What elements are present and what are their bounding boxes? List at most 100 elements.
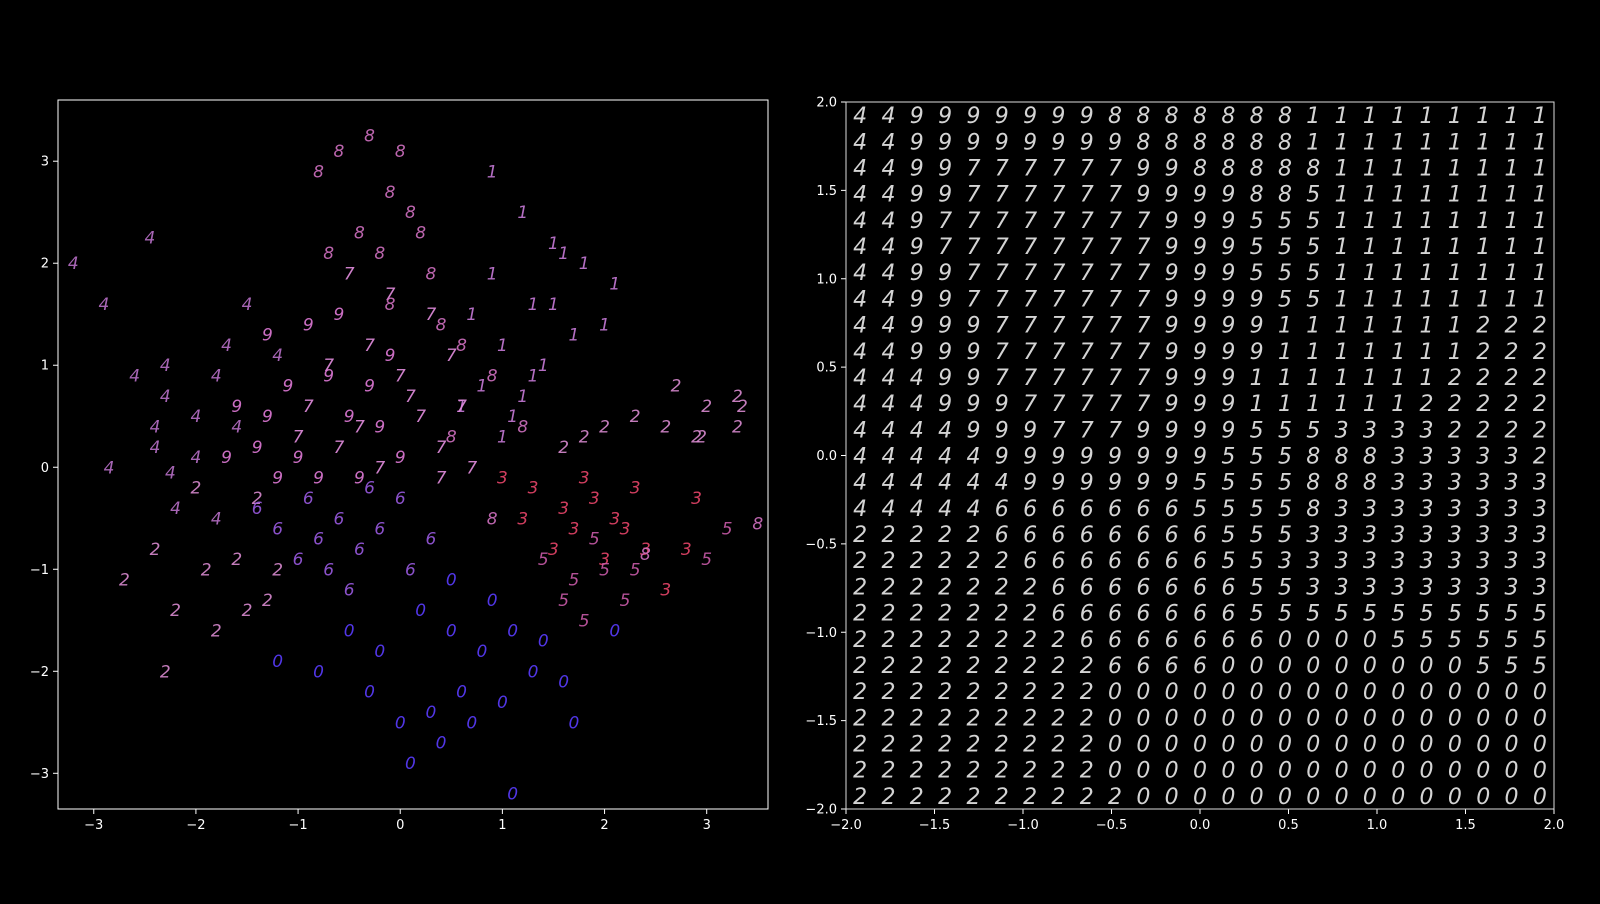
decoded-digit-cell: 3 <box>1391 549 1405 574</box>
decoded-digit-cell: 4 <box>881 130 895 155</box>
decoded-digit-cell: 7 <box>1136 287 1150 312</box>
decoded-digit-cell: 9 <box>1165 235 1179 260</box>
decoded-digit-cell: 1 <box>1420 261 1434 286</box>
decoded-digit-cell: 4 <box>881 418 895 443</box>
decoded-digit-cell: 1 <box>1533 261 1547 286</box>
digit-point-6: 6 <box>425 530 436 550</box>
decoded-digit-cell: 2 <box>910 680 924 705</box>
decoded-digit-cell: 3 <box>1533 549 1547 574</box>
decoded-digit-cell: 7 <box>1080 392 1094 417</box>
grid-ytick-label: −0.5 <box>805 537 837 552</box>
decoded-digit-cell: 1 <box>1278 314 1292 339</box>
decoded-digit-cell: 2 <box>910 549 924 574</box>
decoded-digit-cell: 2 <box>1505 418 1519 443</box>
latent-scatter-plot: −3 −2 −1 0 1 2 3−3−2−1012300000000000000000000… <box>30 99 769 833</box>
decoded-digit-cell: 9 <box>1108 130 1122 155</box>
decoded-digit-cell: 1 <box>1391 235 1405 260</box>
decoded-digit-cell: 6 <box>1221 602 1235 627</box>
digit-point-1: 1 <box>487 162 498 182</box>
digit-point-1: 1 <box>548 295 559 315</box>
decoded-digit-cell: 0 <box>1335 706 1349 731</box>
decoded-digit-cell: 0 <box>1391 785 1405 810</box>
decoded-digit-cell: 2 <box>881 680 895 705</box>
decoded-digit-cell: 5 <box>1278 418 1292 443</box>
decoded-digit-cell: 7 <box>1108 156 1122 181</box>
digit-point-4: 4 <box>231 417 242 437</box>
decoded-digit-cell: 1 <box>1448 209 1462 234</box>
decoded-digit-cell: 1 <box>1278 340 1292 365</box>
decoded-digit-cell: 6 <box>1193 575 1207 600</box>
decoded-digit-cell: 6 <box>1221 628 1235 653</box>
decoded-digit-cell: 7 <box>1023 314 1037 339</box>
decoded-digit-cell: 9 <box>1165 340 1179 365</box>
decoded-digit-cell: 2 <box>938 628 952 653</box>
decoded-digit-cell: 4 <box>853 261 867 286</box>
decoded-digit-cell: 2 <box>1448 392 1462 417</box>
grid-ytick-label: 0.5 <box>816 361 837 376</box>
decoded-digit-cell: 2 <box>1023 602 1037 627</box>
decoded-digit-cell: 7 <box>1136 314 1150 339</box>
decoded-digit-cell: 0 <box>1278 706 1292 731</box>
decoded-digit-cell: 2 <box>1023 733 1037 758</box>
decoded-digit-cell: 8 <box>1363 445 1377 470</box>
decoded-digit-cell: 8 <box>1221 156 1235 181</box>
decoded-digit-cell: 1 <box>1335 314 1349 339</box>
digit-point-2: 2 <box>190 479 201 499</box>
decoded-digit-cell: 4 <box>881 183 895 208</box>
scatter-ytick-label: −2 <box>30 665 49 680</box>
digit-point-6: 6 <box>405 560 416 580</box>
decoded-digit-cell: 3 <box>1391 523 1405 548</box>
decoded-digit-cell: 2 <box>1476 418 1490 443</box>
digit-point-4: 4 <box>104 458 115 478</box>
decoded-digit-cell: 0 <box>1476 733 1490 758</box>
decoded-digit-cell: 9 <box>1136 156 1150 181</box>
decoded-digit-cell: 7 <box>966 235 980 260</box>
digit-point-9: 9 <box>221 448 232 468</box>
decoded-digit-cell: 1 <box>1476 104 1490 129</box>
decoded-digit-cell: 2 <box>881 628 895 653</box>
digit-point-2: 2 <box>737 397 748 417</box>
digit-point-8: 8 <box>425 264 436 284</box>
decoded-digit-cell: 1 <box>1505 209 1519 234</box>
decoded-digit-cell: 2 <box>995 602 1009 627</box>
decoded-digit-cell: 1 <box>1448 130 1462 155</box>
digit-point-4: 4 <box>221 336 232 356</box>
decoded-digit-cell: 0 <box>1533 706 1547 731</box>
decoded-digit-cell: 9 <box>1136 445 1150 470</box>
decoded-digit-cell: 6 <box>1108 523 1122 548</box>
digit-point-0: 0 <box>568 713 579 733</box>
decoded-digit-cell: 3 <box>1335 575 1349 600</box>
grid-xtick-label: −1.5 <box>919 818 951 833</box>
digit-point-9: 9 <box>282 377 293 397</box>
decoded-digit-cell: 9 <box>1221 392 1235 417</box>
decoded-digit-cell: 6 <box>1136 602 1150 627</box>
decoded-digit-cell: 1 <box>1505 183 1519 208</box>
digit-point-2: 2 <box>660 417 671 437</box>
decoded-digit-cell: 2 <box>1505 314 1519 339</box>
decoded-digit-cell: 0 <box>1448 706 1462 731</box>
grid-xtick-label: 1.5 <box>1455 818 1476 833</box>
digit-point-2: 2 <box>252 489 263 509</box>
digit-point-8: 8 <box>487 509 498 529</box>
decoded-digit-cell: 6 <box>1108 575 1122 600</box>
decoded-digit-cell: 3 <box>1420 445 1434 470</box>
decoded-digit-cell: 2 <box>1051 759 1065 784</box>
decoded-digit-cell: 6 <box>1023 497 1037 522</box>
digit-point-9: 9 <box>303 315 314 335</box>
digit-point-1: 1 <box>528 295 539 315</box>
decoded-digit-cell: 4 <box>938 445 952 470</box>
decoded-digit-cell: 9 <box>1165 471 1179 496</box>
digit-point-7: 7 <box>385 285 396 305</box>
decoded-digit-cell: 2 <box>853 654 867 679</box>
digit-point-1: 1 <box>507 407 518 427</box>
decoded-digit-cell: 2 <box>938 575 952 600</box>
decoded-digit-cell: 4 <box>853 287 867 312</box>
decoded-digit-cell: 7 <box>1023 209 1037 234</box>
decoded-digit-cell: 5 <box>1306 418 1320 443</box>
decoded-digit-cell: 2 <box>966 602 980 627</box>
decoded-digit-cell: 1 <box>1306 366 1320 391</box>
digit-point-8: 8 <box>364 127 375 147</box>
decoded-digit-cell: 8 <box>1278 104 1292 129</box>
decoded-digit-cell: 3 <box>1391 445 1405 470</box>
decoded-digit-cell: 7 <box>1108 261 1122 286</box>
